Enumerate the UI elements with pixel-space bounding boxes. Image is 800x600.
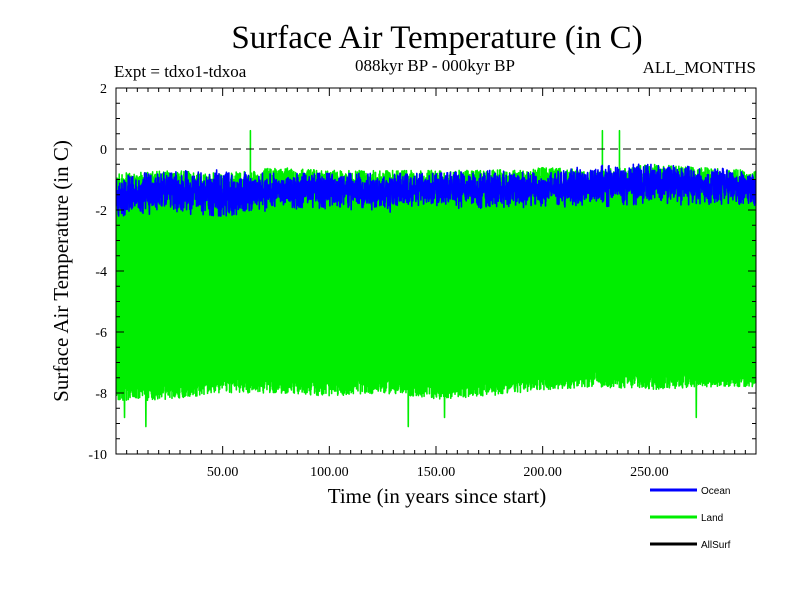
y-tick-label: -2 xyxy=(95,204,107,219)
y-tick-label: -8 xyxy=(95,387,107,402)
legend-label-land: Land xyxy=(701,513,723,524)
x-tick-label: 200.00 xyxy=(523,465,562,480)
plot-axes: 50.00 100.00 150.00 200.00 250.00 2 0 -2 -4 -6 -8 -… xyxy=(88,82,757,480)
legend-label-ocean: Ocean xyxy=(701,486,730,497)
plot-area xyxy=(116,129,756,428)
x-tick-label: 150.00 xyxy=(417,465,456,480)
x-tick-label: 250.00 xyxy=(630,465,669,480)
chart-subtitle-period: 088kyr BP - 000kyr BP xyxy=(355,56,515,75)
legend: Ocean Land AllSurf xyxy=(650,486,731,551)
y-axis-label: Surface Air Temperature (in C) xyxy=(49,140,73,402)
x-tick-label: 100.00 xyxy=(310,465,349,480)
chart-subtitle-months: ALL_MONTHS xyxy=(643,58,756,77)
y-tick-label: 0 xyxy=(100,143,107,158)
x-tick-label: 50.00 xyxy=(207,465,239,480)
legend-label-allsurf: AllSurf xyxy=(701,540,731,551)
y-tick-label: -6 xyxy=(95,326,107,341)
x-axis-label: Time (in years since start) xyxy=(328,484,547,508)
chart-subtitle-experiment: Expt = tdxo1-tdxoa xyxy=(114,62,247,81)
series-line-ocean xyxy=(116,163,756,217)
chart-title: Surface Air Temperature (in C) xyxy=(231,20,642,56)
y-tick-label: -4 xyxy=(95,265,107,280)
y-tick-label: -10 xyxy=(88,448,107,463)
y-tick-label: 2 xyxy=(100,82,107,97)
